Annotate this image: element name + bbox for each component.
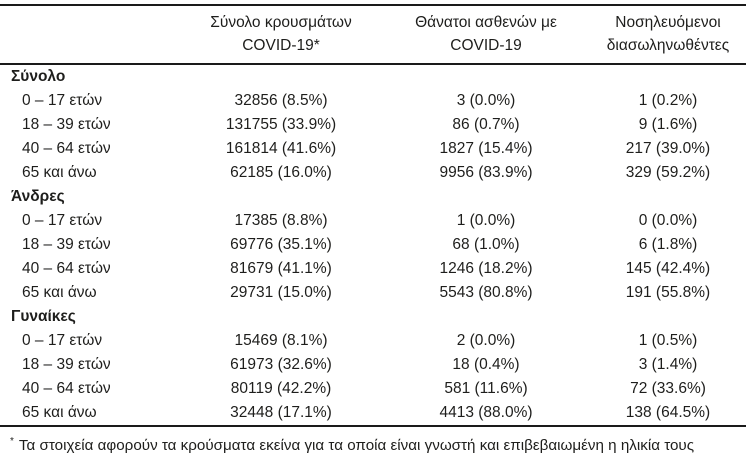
cases-cell: 29731 (15.0%) [230,284,332,301]
intubated-cell: 6 (1.8%) [638,236,698,253]
cases-cell: 15469 (8.1%) [234,332,328,349]
column-header-intubated-line2: διασωληνωθέντες [606,37,730,54]
table-header-row: Σύνολο κρουσμάτων COVID-19* Θάνατοι ασθε… [0,4,746,65]
deaths-cell: 18 (0.4%) [452,356,520,373]
column-header-intubated-line1: Νοσηλευόμενοι [615,14,721,31]
row-label: 18 – 39 ετών [22,116,111,133]
row-label: 40 – 64 ετών [22,140,111,157]
intubated-cell: 191 (55.8%) [625,284,711,301]
intubated-cell: 72 (33.6%) [630,380,706,397]
table-footnote: * Τα στοιχεία αφορούν τα κρούσματα εκείνα… [0,425,746,455]
section-title-total: Σύνολο [11,68,66,85]
table-row: 18 – 39 ετών 131755 (33.9%) 86 (0.7%) 9 … [0,113,746,137]
corner-cell [0,4,180,65]
deaths-cell: 1827 (15.4%) [439,140,533,157]
intubated-cell: 1 (0.5%) [638,332,698,349]
row-label: 40 – 64 ετών [22,260,111,277]
cases-cell: 81679 (41.1%) [230,260,332,277]
column-header-cases: Σύνολο κρουσμάτων COVID-19* [180,4,382,65]
table-row: 65 και άνω 62185 (16.0%) 9956 (83.9%) 32… [0,161,746,185]
table-row: 0 – 17 ετών 15469 (8.1%) 2 (0.0%) 1 (0.5… [0,329,746,353]
cases-cell: 32856 (8.5%) [234,92,328,109]
row-label: 0 – 17 ετών [22,92,103,109]
row-label: 18 – 39 ετών [22,236,111,253]
intubated-cell: 9 (1.6%) [638,116,698,133]
deaths-cell: 581 (11.6%) [444,380,528,397]
row-label: 40 – 64 ετών [22,380,111,397]
intubated-cell: 217 (39.0%) [625,140,711,157]
table-row: 40 – 64 ετών 81679 (41.1%) 1246 (18.2%) … [0,257,746,281]
table-row: 40 – 64 ετών 80119 (42.2%) 581 (11.6%) 7… [0,377,746,401]
table-row: 18 – 39 ετών 61973 (32.6%) 18 (0.4%) 3 (… [0,353,746,377]
row-label: 0 – 17 ετών [22,212,103,229]
table-row: 0 – 17 ετών 17385 (8.8%) 1 (0.0%) 0 (0.0… [0,209,746,233]
table-row: 18 – 39 ετών 69776 (35.1%) 68 (1.0%) 6 (… [0,233,746,257]
column-header-cases-line1: Σύνολο κρουσμάτων [210,14,352,31]
table-row: 0 – 17 ετών 32856 (8.5%) 3 (0.0%) 1 (0.2… [0,89,746,113]
section-title-women: Γυναίκες [11,308,76,325]
cases-cell: 61973 (32.6%) [230,356,332,373]
intubated-cell: 138 (64.5%) [625,404,711,421]
section-row-total: Σύνολο [0,64,746,89]
deaths-cell: 2 (0.0%) [456,332,516,349]
cases-cell: 32448 (17.1%) [230,404,332,421]
row-label: 65 και άνω [22,164,97,181]
table-row: 40 – 64 ετών 161814 (41.6%) 1827 (15.4%)… [0,137,746,161]
intubated-cell: 145 (42.4%) [625,260,711,277]
deaths-cell: 1 (0.0%) [456,212,516,229]
row-label: 65 και άνω [22,404,97,421]
cases-cell: 131755 (33.9%) [225,116,337,133]
cases-cell: 161814 (41.6%) [225,140,337,157]
intubated-cell: 3 (1.4%) [638,356,698,373]
cases-cell: 80119 (42.2%) [230,380,332,397]
intubated-cell: 1 (0.2%) [638,92,698,109]
column-header-deaths-line1: Θάνατοι ασθενών με [415,14,557,31]
deaths-cell: 3 (0.0%) [456,92,516,109]
deaths-cell: 5543 (80.8%) [439,284,533,301]
row-label: 65 και άνω [22,284,97,301]
table-row: 65 και άνω 29731 (15.0%) 5543 (80.8%) 19… [0,281,746,305]
section-title-men: Άνδρες [11,188,65,205]
cases-cell: 69776 (35.1%) [230,236,332,253]
section-row-women: Γυναίκες [0,305,746,329]
deaths-cell: 9956 (83.9%) [439,164,533,181]
deaths-cell: 68 (1.0%) [452,236,520,253]
row-label: 0 – 17 ετών [22,332,103,349]
intubated-cell: 329 (59.2%) [625,164,711,181]
column-header-deaths-line2: COVID-19 [450,37,522,54]
covid-statistics-table: Σύνολο κρουσμάτων COVID-19* Θάνατοι ασθε… [0,4,746,425]
deaths-cell: 4413 (88.0%) [439,404,533,421]
deaths-cell: 86 (0.7%) [452,116,520,133]
footnote-text: Τα στοιχεία αφορούν τα κρούσματα εκείνα … [18,437,695,455]
column-header-cases-line2: COVID-19* [242,37,320,54]
cases-cell: 17385 (8.8%) [234,212,328,229]
row-label: 18 – 39 ετών [22,356,111,373]
footnote-asterisk: * [10,436,14,447]
deaths-cell: 1246 (18.2%) [439,260,533,277]
cases-cell: 62185 (16.0%) [230,164,332,181]
intubated-cell: 0 (0.0%) [638,212,698,229]
table-row: 65 και άνω 32448 (17.1%) 4413 (88.0%) 13… [0,401,746,425]
section-row-men: Άνδρες [0,185,746,209]
column-header-deaths: Θάνατοι ασθενών με COVID-19 [382,4,590,65]
column-header-intubated: Νοσηλευόμενοι διασωληνωθέντες [590,4,746,65]
